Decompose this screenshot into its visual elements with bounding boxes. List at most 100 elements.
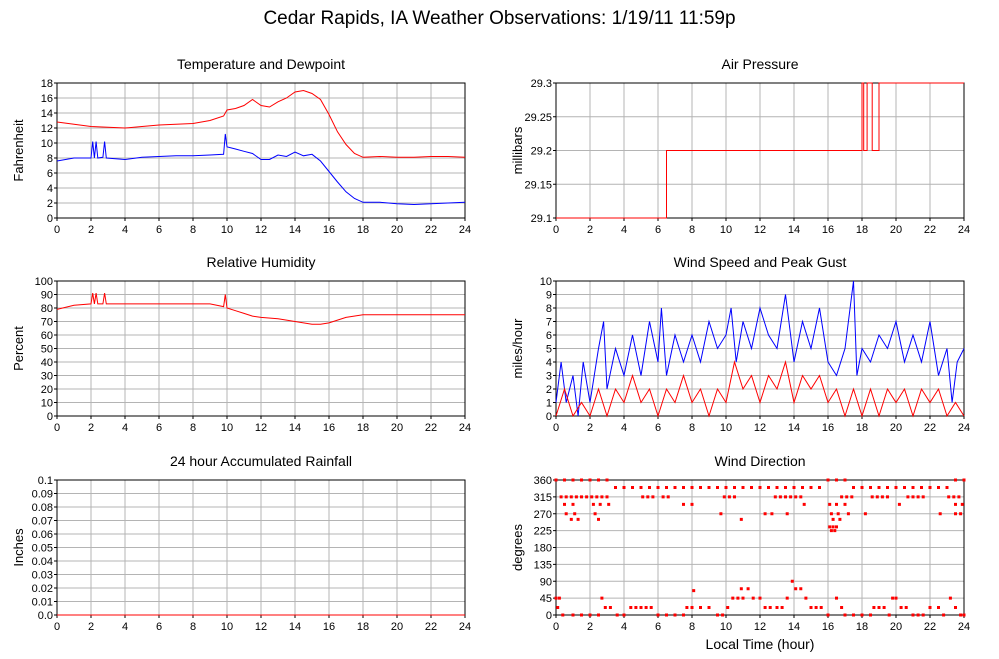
pressure-xtick-label: 2 bbox=[587, 224, 593, 236]
direction-point bbox=[739, 517, 743, 521]
direction-point bbox=[911, 486, 915, 489]
temp-ytick-label: 18 bbox=[41, 78, 53, 90]
direction-point bbox=[789, 495, 793, 499]
temp-xtick-label: 2 bbox=[88, 224, 94, 236]
direction-point bbox=[954, 502, 957, 506]
direction-point bbox=[682, 502, 685, 506]
pressure-xtick-label: 20 bbox=[890, 224, 902, 236]
temp-ytick-label: 4 bbox=[47, 183, 53, 195]
humidity-series-line-0 bbox=[56, 293, 465, 325]
direction-point bbox=[733, 495, 736, 499]
rain-ytick-label: 0.1 bbox=[38, 475, 53, 487]
humidity-xtick-label: 14 bbox=[289, 422, 301, 434]
humidity-xtick-label: 18 bbox=[357, 422, 369, 434]
direction-xtick-label: 18 bbox=[856, 621, 868, 633]
direction-ytick-label: 315 bbox=[534, 492, 552, 504]
direction-point bbox=[826, 613, 830, 617]
direction-point bbox=[608, 606, 612, 609]
humidity-ylabel: Percent bbox=[11, 326, 26, 371]
wind-xtick-label: 8 bbox=[689, 422, 695, 434]
rain-ytick-label: 0.0 bbox=[38, 610, 53, 622]
humidity-ytick-label: 80 bbox=[41, 303, 53, 315]
temp-xtick-label: 0 bbox=[54, 224, 60, 236]
direction-point bbox=[634, 606, 638, 609]
temp-xtick-label: 8 bbox=[190, 224, 196, 236]
direction-point bbox=[580, 613, 583, 617]
direction-point bbox=[831, 525, 835, 529]
temp-ytick-label: 16 bbox=[41, 93, 53, 105]
direction-xtick-label: 6 bbox=[655, 621, 661, 633]
pressure-ylabel: millibars bbox=[510, 126, 525, 174]
rain-xtick-label: 0 bbox=[54, 621, 60, 633]
direction-point bbox=[554, 478, 558, 482]
direction-point bbox=[928, 606, 932, 609]
direction-point bbox=[656, 486, 660, 489]
pressure-xtick-label: 12 bbox=[754, 224, 766, 236]
temp-frame bbox=[56, 82, 466, 219]
wind-xtick-label: 4 bbox=[621, 422, 627, 434]
direction-point bbox=[826, 478, 830, 482]
direction-point bbox=[639, 486, 643, 489]
direction-point bbox=[614, 486, 617, 489]
direction-point bbox=[770, 512, 774, 516]
direction-point bbox=[938, 512, 942, 516]
direction-point bbox=[785, 512, 789, 516]
direction-point bbox=[750, 486, 753, 489]
direction-point bbox=[722, 495, 726, 499]
direction-point bbox=[763, 606, 767, 609]
direction-point bbox=[661, 495, 665, 499]
humidity-xtick-label: 6 bbox=[156, 422, 162, 434]
humidity-ytick-label: 40 bbox=[41, 357, 53, 369]
direction-point bbox=[829, 512, 833, 516]
direction-point bbox=[569, 495, 573, 499]
humidity-ytick-label: 70 bbox=[41, 317, 53, 329]
wind-ytick-label: 0 bbox=[546, 411, 552, 423]
temp-xtick-label: 14 bbox=[289, 224, 301, 236]
direction-xtick-label: 20 bbox=[890, 621, 902, 633]
humidity-xtick-label: 20 bbox=[391, 422, 403, 434]
wind-ylabel: miles/hour bbox=[510, 318, 525, 379]
temp-xtick-label: 12 bbox=[255, 224, 267, 236]
direction-point bbox=[726, 606, 730, 609]
direction-point bbox=[880, 495, 884, 499]
direction-point bbox=[852, 486, 855, 489]
humidity-ytick-label: 60 bbox=[41, 330, 53, 342]
direction-point bbox=[906, 495, 910, 499]
wind-ytick-label: 4 bbox=[546, 357, 552, 369]
direction-point bbox=[673, 613, 677, 617]
pressure-xtick-label: 10 bbox=[720, 224, 732, 236]
pressure-xtick-label: 14 bbox=[788, 224, 800, 236]
direction-point bbox=[595, 495, 599, 499]
humidity-xtick-label: 4 bbox=[122, 422, 128, 434]
rain-ytick-label: 0.01 bbox=[32, 597, 53, 609]
direction-point bbox=[631, 486, 634, 489]
temp-ytick-label: 0 bbox=[47, 213, 53, 225]
direction-xtick-label: 0 bbox=[553, 621, 559, 633]
direction-point bbox=[835, 478, 838, 482]
direction-point bbox=[792, 486, 796, 489]
direction-point bbox=[767, 486, 770, 489]
direction-point bbox=[899, 606, 903, 609]
humidity-title: Relative Humidity bbox=[207, 254, 316, 270]
direction-point bbox=[875, 495, 879, 499]
direction-point bbox=[894, 486, 898, 489]
wind-ytick-label: 6 bbox=[546, 330, 552, 342]
wind-ytick-label: 7 bbox=[546, 317, 552, 329]
direction-point bbox=[840, 606, 844, 609]
temp-xtick-label: 22 bbox=[425, 224, 437, 236]
direction-point bbox=[921, 495, 925, 499]
humidity-xtick-label: 2 bbox=[88, 422, 94, 434]
temp-ytick-label: 6 bbox=[47, 168, 53, 180]
direction-frame bbox=[555, 479, 965, 616]
direction-point bbox=[959, 512, 963, 516]
direction-point bbox=[768, 606, 772, 609]
temp-ytick-label: 14 bbox=[41, 108, 53, 120]
temp-ytick-label: 10 bbox=[41, 138, 53, 150]
direction-ytick-label: 90 bbox=[540, 576, 552, 588]
direction-point bbox=[894, 596, 898, 600]
direction-point bbox=[585, 495, 589, 499]
direction-point bbox=[911, 613, 915, 617]
rain-ytick-label: 0.05 bbox=[32, 543, 53, 555]
direction-point bbox=[962, 613, 966, 617]
